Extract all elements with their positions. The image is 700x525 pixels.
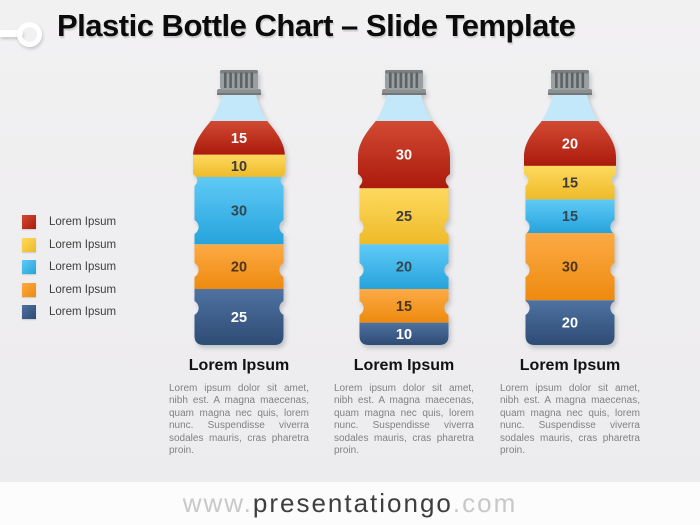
bottle-description: Lorem ipsum dolor sit amet, nibh est. A … bbox=[334, 383, 474, 456]
segment-value-label: 15 bbox=[396, 299, 412, 315]
segment-cyan bbox=[193, 177, 285, 245]
segment-value-label: 15 bbox=[231, 131, 247, 147]
segment-yellow bbox=[524, 165, 616, 200]
segment-yellow bbox=[193, 154, 285, 177]
legend-item: Lorem Ipsum bbox=[22, 215, 116, 229]
bottle-body bbox=[358, 95, 450, 345]
bottle-cap-icon bbox=[217, 70, 261, 95]
chart-legend: Lorem Ipsum Lorem Ipsum Lorem Ipsum Lore… bbox=[22, 215, 116, 328]
segment-value-label: 20 bbox=[562, 136, 578, 152]
bottle-title: Lorem Ipsum bbox=[353, 357, 455, 374]
segment-value-label: 10 bbox=[231, 159, 247, 175]
segment-navy bbox=[193, 289, 285, 345]
bottle-description: Lorem ipsum dolor sit amet, nibh est. A … bbox=[500, 383, 640, 456]
bottle-cap-icon bbox=[548, 70, 592, 95]
bottle-cap-icon bbox=[382, 70, 426, 95]
legend-item: Lorem Ipsum bbox=[22, 260, 116, 274]
slide-title: Plastic Bottle Chart – Slide Template bbox=[57, 8, 576, 43]
segment-value-label: 10 bbox=[396, 327, 412, 343]
segment-navy bbox=[524, 300, 616, 345]
segment-value-label: 20 bbox=[396, 260, 412, 276]
bottle-chart-3: 20 30 15 15 20 Lorem Ipsum Lorem ipsum dolor… bbox=[490, 62, 650, 457]
footer-brand: presentationgo bbox=[252, 488, 453, 518]
segment-red bbox=[524, 121, 616, 166]
legend-item: Lorem Ipsum bbox=[22, 305, 116, 319]
legend-label: Lorem Ipsum bbox=[49, 238, 117, 251]
legend-label: Lorem Ipsum bbox=[49, 306, 117, 318]
bottle-graphic: 10 15 20 25 30 bbox=[358, 70, 450, 345]
legend-swatch-red bbox=[22, 215, 36, 229]
segment-value-label: 30 bbox=[562, 260, 578, 276]
segment-value-label: 25 bbox=[396, 209, 412, 225]
footer-url-suffix: .com bbox=[452, 488, 518, 518]
legend-item: Lorem Ipsum bbox=[22, 282, 117, 297]
legend-label: Lorem Ipsum bbox=[49, 261, 117, 273]
legend-label: Lorem Ipsum bbox=[49, 216, 117, 228]
segment-cyan bbox=[524, 199, 616, 233]
segment-value-label: 20 bbox=[562, 316, 578, 332]
bottle-chart-2: 10 15 20 25 30 Lorem Ipsum Lorem ipsum dolor… bbox=[324, 62, 484, 457]
legend-swatch-cyan bbox=[22, 260, 36, 274]
segment-red bbox=[193, 121, 285, 155]
segment-orange bbox=[193, 244, 285, 289]
segment-orange bbox=[358, 289, 450, 323]
segment-cyan bbox=[358, 244, 450, 289]
segment-value-label: 15 bbox=[562, 209, 578, 225]
bottle-body bbox=[193, 95, 285, 345]
bottle-description: Lorem ipsum dolor sit amet, nibh est. A … bbox=[169, 383, 309, 456]
title-decoration-ring-icon bbox=[17, 22, 42, 47]
bottle-title: Lorem Ipsum bbox=[519, 357, 621, 374]
segment-navy bbox=[358, 322, 450, 345]
legend-label: Lorem Ipsum bbox=[49, 283, 117, 296]
footer-bar: www. presentationgo .com bbox=[0, 482, 700, 525]
segment-value-label: 15 bbox=[562, 176, 578, 192]
legend-swatch-navy bbox=[22, 305, 36, 319]
bottle-graphic: 25 20 30 10 15 bbox=[193, 70, 285, 345]
segment-yellow bbox=[358, 188, 450, 245]
legend-swatch-orange bbox=[22, 282, 36, 297]
legend-swatch-yellow bbox=[22, 237, 36, 252]
bottle-body bbox=[524, 95, 616, 345]
segment-value-label: 20 bbox=[231, 260, 247, 276]
segment-value-label: 30 bbox=[396, 148, 412, 164]
segment-value-label: 25 bbox=[231, 310, 247, 326]
title-decoration-bar bbox=[0, 30, 23, 37]
bottle-graphic: 20 30 15 15 20 bbox=[524, 70, 616, 345]
segment-value-label: 30 bbox=[231, 204, 247, 220]
segment-red bbox=[358, 121, 450, 189]
bottle-title: Lorem Ipsum bbox=[188, 357, 290, 374]
footer-url-prefix: www. bbox=[182, 488, 253, 518]
bottle-chart-1: 25 20 30 10 15 Lorem Ipsum Lorem ipsum dolor… bbox=[159, 62, 319, 457]
legend-item: Lorem Ipsum bbox=[22, 237, 117, 252]
segment-orange bbox=[524, 233, 616, 301]
